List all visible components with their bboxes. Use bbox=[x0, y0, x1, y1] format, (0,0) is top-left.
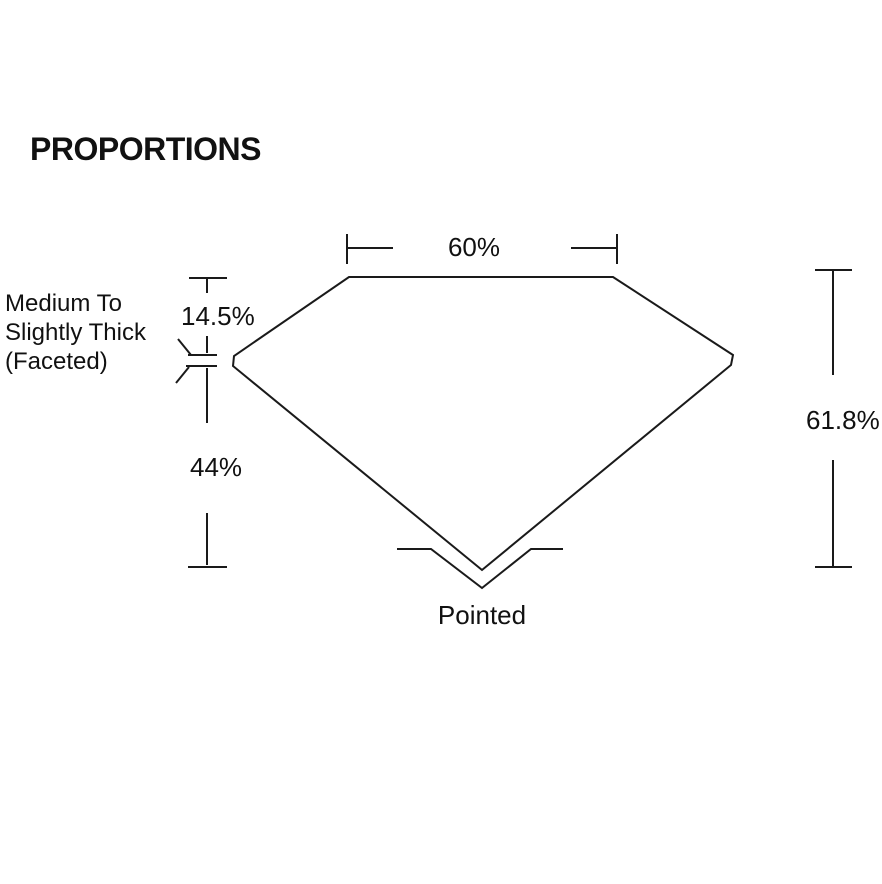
total-depth-label: 61.8% bbox=[806, 405, 880, 435]
girdle-marks bbox=[175, 338, 217, 384]
page-title: PROPORTIONS bbox=[30, 131, 261, 167]
diamond-outline bbox=[231, 276, 735, 572]
girdle-thickness-label: Medium To Slightly Thick (Faceted) bbox=[5, 290, 146, 375]
table-width-dimension bbox=[346, 234, 618, 264]
table-width-label: 60% bbox=[447, 232, 501, 262]
culet-callout bbox=[397, 548, 563, 590]
girdle-lower-leader-line bbox=[175, 366, 190, 384]
pavilion-depth-label: 44% bbox=[190, 452, 243, 482]
crown-height-label: 14.5% bbox=[181, 301, 255, 331]
pavilion-depth-dimension bbox=[188, 368, 227, 568]
crown-height-dimension bbox=[189, 277, 227, 353]
girdle-upper-leader-line bbox=[177, 338, 192, 356]
total-depth-dimension bbox=[815, 269, 852, 568]
culet-callout-line bbox=[397, 548, 563, 590]
culet-label: Pointed bbox=[437, 600, 527, 630]
diamond-profile-shape bbox=[231, 276, 735, 572]
